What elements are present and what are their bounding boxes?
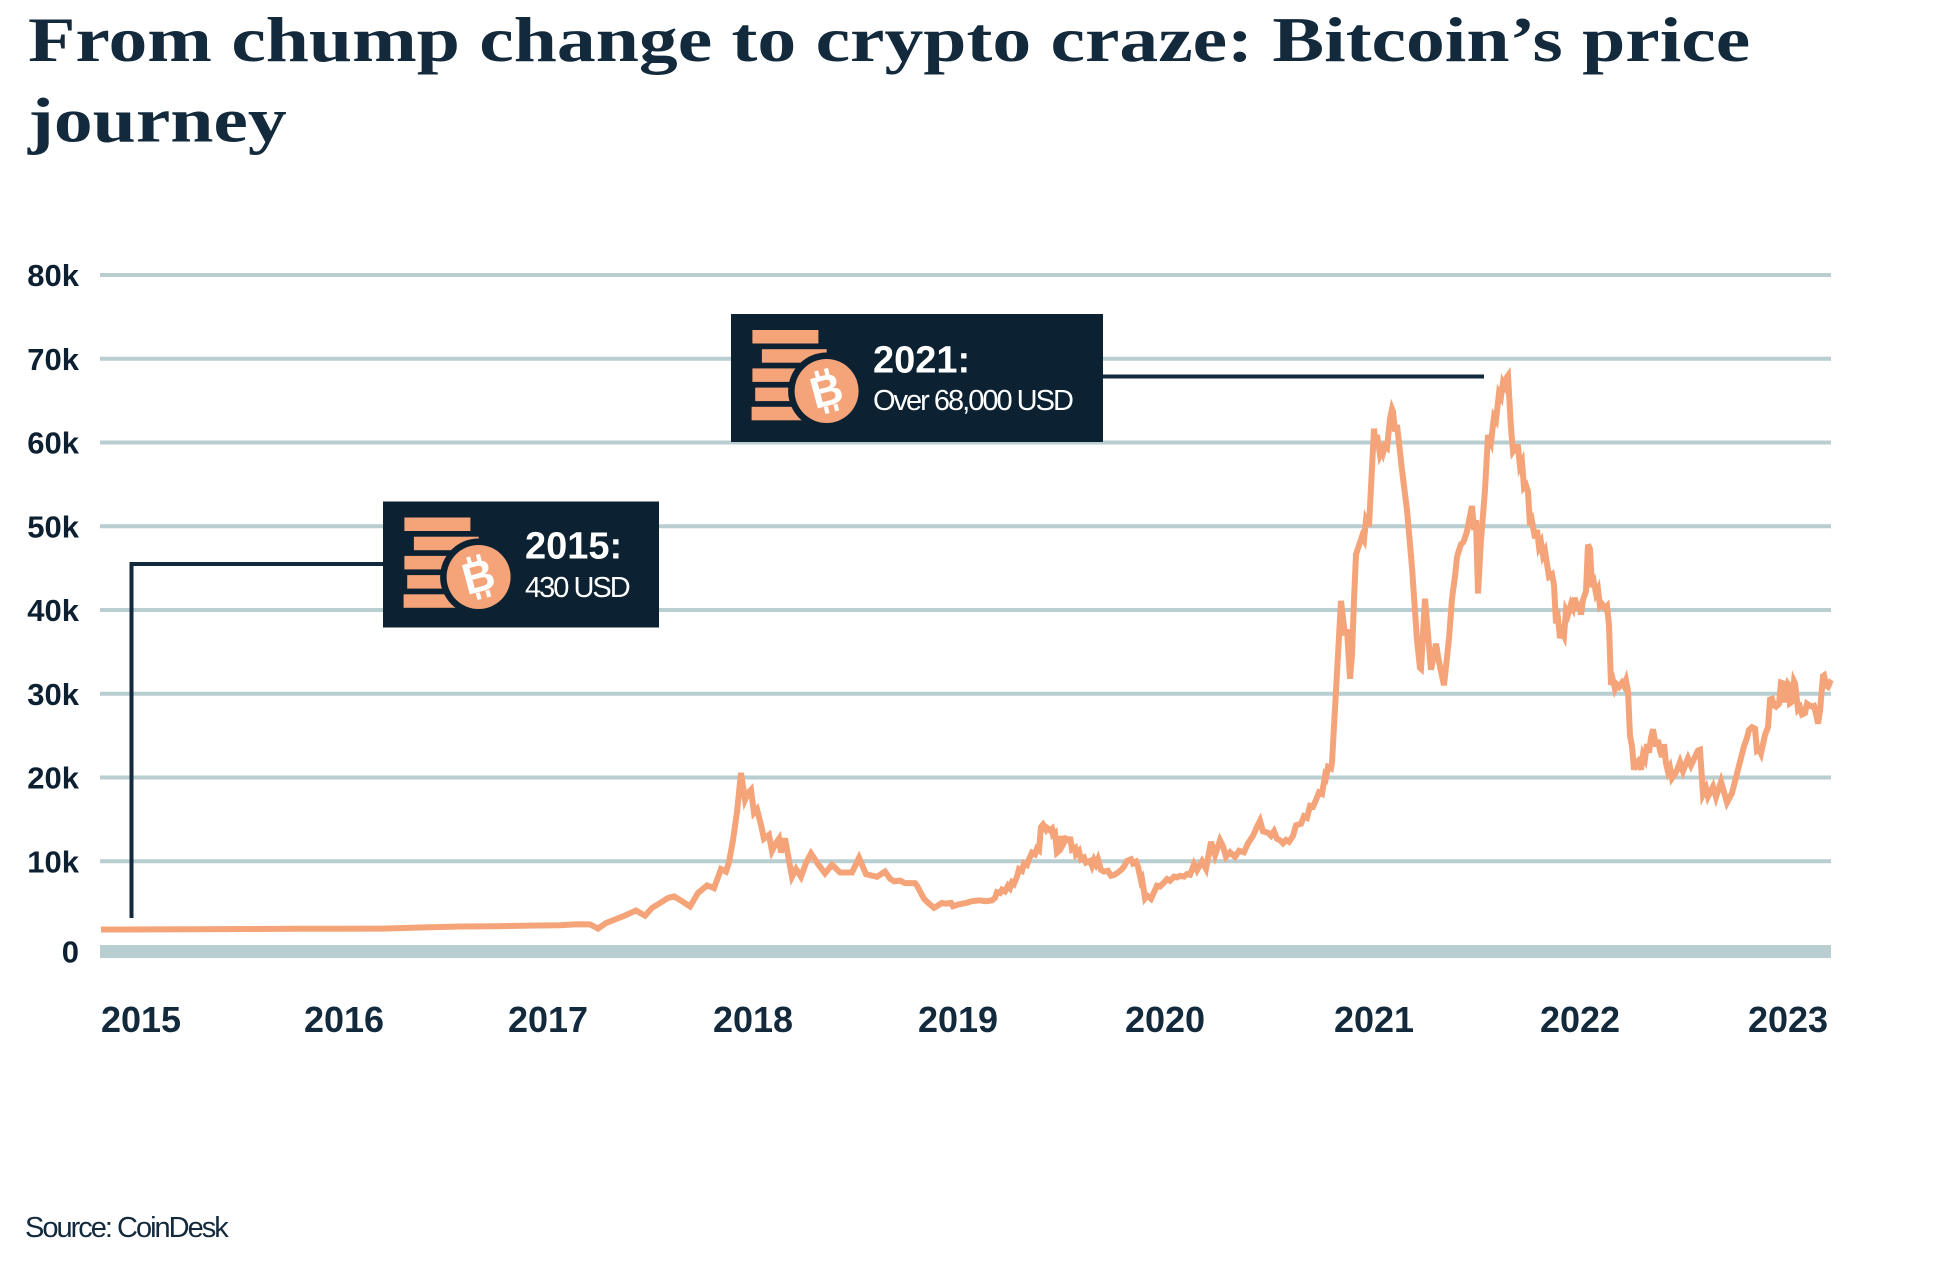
- svg-text:70k: 70k: [27, 342, 79, 377]
- svg-text:2021: 2021: [1334, 999, 1414, 1040]
- svg-text:2023: 2023: [1748, 999, 1828, 1040]
- svg-text:0: 0: [62, 935, 79, 970]
- svg-text:80k: 80k: [27, 258, 79, 293]
- svg-text:2018: 2018: [713, 999, 793, 1040]
- svg-text:40k: 40k: [27, 593, 79, 628]
- svg-text:60k: 60k: [27, 426, 79, 461]
- svg-text:2016: 2016: [304, 999, 384, 1040]
- svg-text:From chump change to crypto cr: From chump change to crypto craze: Bitco…: [28, 5, 1750, 75]
- svg-text:2017: 2017: [508, 999, 588, 1040]
- svg-text:2015:: 2015:: [525, 526, 622, 568]
- svg-text:20k: 20k: [27, 761, 79, 796]
- svg-text:10k: 10k: [27, 844, 79, 879]
- svg-text:2019: 2019: [918, 999, 998, 1040]
- svg-text:50k: 50k: [27, 509, 79, 544]
- svg-text:2021:: 2021:: [873, 340, 970, 382]
- svg-text:430 USD: 430 USD: [525, 572, 630, 604]
- svg-text:Over 68,000 USD: Over 68,000 USD: [873, 385, 1073, 417]
- svg-text:2020: 2020: [1125, 999, 1205, 1040]
- svg-text:30k: 30k: [27, 677, 79, 712]
- svg-text:2022: 2022: [1540, 999, 1620, 1040]
- svg-text:2015: 2015: [101, 999, 181, 1040]
- svg-text:journey: journey: [27, 86, 287, 156]
